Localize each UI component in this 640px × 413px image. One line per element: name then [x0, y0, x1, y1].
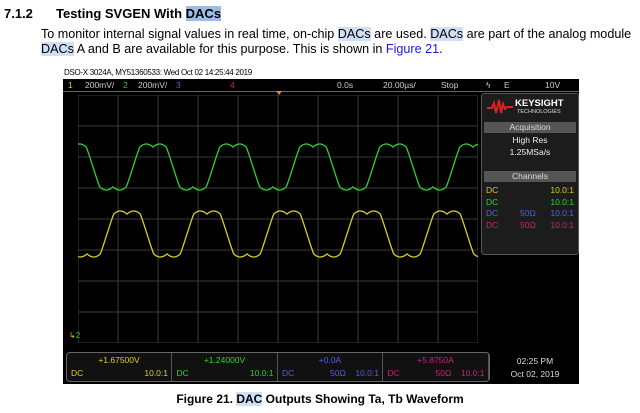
section-number: 7.1.2 — [4, 6, 33, 21]
search-highlight: DACs — [337, 27, 371, 41]
offset-value: +5.8750A — [417, 355, 454, 365]
ch1-label: 1 — [68, 80, 73, 90]
channel-offset-cell[interactable]: +1.24000V DC 10.0:1 — [173, 353, 278, 381]
clock-time: 02:25 PM — [516, 356, 554, 366]
probe-ratio: 10.0:1 — [550, 208, 574, 218]
graticule — [78, 95, 478, 343]
channel-1-waveform — [78, 210, 478, 258]
keysight-logo-icon — [487, 99, 513, 114]
text: are used. — [370, 27, 431, 41]
trigger-position-marker — [276, 91, 282, 95]
offset-value: +0.0A — [318, 355, 342, 365]
paragraph-line-2: DACs A and B are available for this purp… — [41, 42, 443, 56]
title-highlight: DACs — [185, 6, 222, 21]
caption-highlight: DAC — [236, 392, 263, 406]
channel-offset-cell[interactable]: +1.67500V DC 10.0:1 — [67, 353, 172, 381]
search-highlight: DACs — [430, 27, 464, 41]
channel-2-waveform — [78, 143, 478, 191]
ch2-ground-label: 2 — [75, 331, 81, 340]
probe-ratio: 10.0:1 — [249, 368, 274, 378]
probe-ratio: 10.0:1 — [550, 219, 574, 230]
ch2-label: 2 — [123, 80, 128, 90]
scope-topbar: 1 200mV/ 2 200mV/ 3 4 0.0s 20.00µs/ Stop… — [63, 79, 579, 92]
probe-ratio: 10.0:1 — [550, 196, 574, 207]
brand-name: KEYSIGHT — [515, 98, 564, 109]
timebase: 20.00µs/ — [383, 80, 416, 90]
coupling: DC — [486, 196, 499, 207]
oscilloscope-screenshot: 1 200mV/ 2 200mV/ 3 4 0.0s 20.00µs/ Stop… — [63, 79, 579, 384]
ch4-label: 4 — [230, 80, 235, 90]
coupling: DC — [71, 368, 84, 378]
ch1-scale: 200mV/ — [85, 80, 115, 90]
caption-suffix: Outputs Showing Ta, Tb Waveform — [262, 392, 464, 406]
coupling: DC — [486, 208, 499, 218]
offset-value: +1.24000V — [203, 355, 246, 365]
channel-row[interactable]: DC 50Ω 10.0:1 — [486, 208, 574, 219]
coupling: DC — [176, 368, 189, 378]
probe-ratio: 10.0:1 — [144, 368, 168, 378]
title-text: Testing SVGEN With — [56, 6, 186, 21]
channel-row[interactable]: DC 50Ω 10.0:1 — [486, 220, 574, 231]
probe-ratio: 10.0:1 — [355, 368, 379, 378]
coupling: DC — [486, 219, 499, 230]
impedance: 50Ω — [520, 208, 536, 218]
delay: 0.0s — [337, 80, 354, 90]
scope-sidebar: KEYSIGHT TECHNOLOGIES Acquisition High R… — [481, 93, 579, 255]
channel-row[interactable]: DC 10.0:1 — [486, 197, 574, 208]
text: are part of the analog module — [463, 27, 632, 41]
paragraph-line-1: To monitor internal signal values in rea… — [41, 27, 631, 41]
channel-row[interactable]: DC 10.0:1 — [486, 185, 574, 196]
section-title: Testing SVGEN With DACs — [56, 6, 222, 21]
text: . — [439, 42, 443, 56]
sample-rate: 1.25MSa/s — [509, 147, 551, 157]
ch1-ground-icon: ↳ — [69, 331, 76, 340]
caption-prefix: Figure 21. — [176, 392, 237, 406]
coupling: DC — [486, 185, 499, 195]
trigger-mode: E — [504, 80, 510, 90]
text: To monitor internal signal values in rea… — [41, 27, 338, 41]
run-state: Stop — [441, 80, 459, 90]
coupling: DC — [282, 368, 295, 378]
channel-offset-bar: +1.67500V DC 10.0:1 +1.24000V DC 10.0:1 … — [66, 352, 490, 382]
ch2-scale: 200mV/ — [138, 80, 168, 90]
figure-caption: Figure 21. DAC Outputs Showing Ta, Tb Wa… — [0, 392, 640, 406]
clock-date: Oct 02, 2019 — [510, 369, 560, 379]
search-highlight: DACs — [41, 42, 74, 56]
channels-header: Channels — [484, 171, 576, 182]
impedance: 50Ω — [330, 368, 346, 378]
impedance: 50Ω — [520, 219, 536, 230]
text: A and B are available for this purpose. … — [73, 42, 386, 56]
acq-mode: High Res — [512, 135, 548, 145]
probe-ratio: 10.0:1 — [550, 185, 574, 195]
acquisition-header: Acquisition — [484, 122, 576, 133]
channel-offset-cell[interactable]: +0.0A DC 50Ω 10.0:1 — [278, 353, 383, 381]
waveform-grid — [78, 95, 478, 343]
brand-sub: TECHNOLOGIES — [517, 109, 561, 115]
scope-title: DSO-X 3024A, MY51360533: Wed Oct 02 14:2… — [64, 68, 252, 77]
trigger-level: 10V — [545, 80, 561, 90]
ground-marker: ↳2 — [69, 331, 80, 340]
channel-offset-cell[interactable]: +5.8750A DC 50Ω 10.0:1 — [384, 353, 489, 381]
scope-clock: 02:25 PM Oct 02, 2019 — [493, 355, 577, 381]
offset-value: +1.67500V — [98, 355, 140, 365]
impedance: 50Ω — [435, 368, 452, 378]
coupling: DC — [387, 368, 400, 378]
ch3-label: 3 — [176, 80, 181, 90]
figure-link[interactable]: Figure 21 — [385, 42, 440, 56]
probe-ratio: 10.0:1 — [460, 368, 485, 378]
trigger-edge-icon: ϟ — [486, 80, 491, 90]
